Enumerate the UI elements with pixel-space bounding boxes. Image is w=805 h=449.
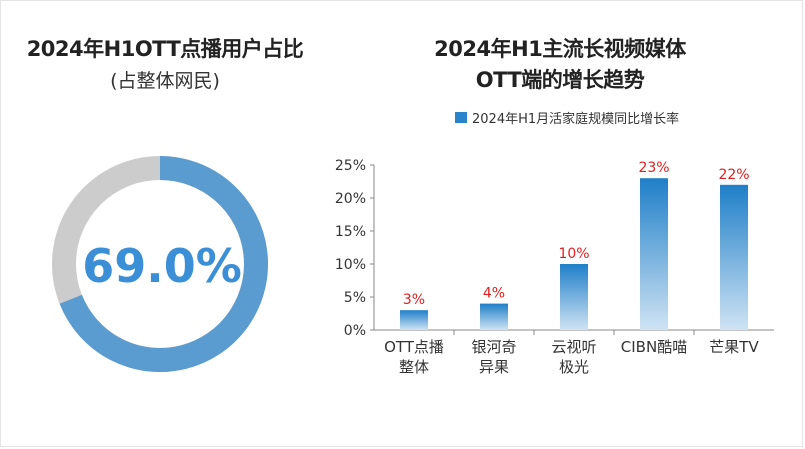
bar <box>480 303 508 330</box>
bar-data-label: 10% <box>558 246 589 262</box>
donut-subtitle: (占整体网民) <box>110 70 220 92</box>
y-tick-label: 20% <box>335 191 366 207</box>
donut-value-label: 69.0% <box>82 239 242 293</box>
bar-chart-title-line-1: 2024年H1主流长视频媒体 <box>434 37 686 61</box>
x-category-label: 银河奇 <box>471 338 516 356</box>
bar <box>400 310 428 330</box>
x-category-label: CIBN酷喵 <box>621 338 687 356</box>
legend-swatch <box>455 112 467 123</box>
x-category-label: 整体 <box>399 358 429 376</box>
donut-value-segment <box>59 156 268 372</box>
bar-chart-title-line-2: OTT端的增长趋势 <box>475 68 645 92</box>
legend: 2024年H1月活家庭规模同比增长率 <box>455 108 679 127</box>
bar <box>640 178 668 330</box>
x-category-label: 异果 <box>479 358 509 376</box>
x-category-label: 极光 <box>559 358 589 376</box>
bar-data-label: 23% <box>638 160 669 176</box>
y-tick-label: 25% <box>335 158 366 174</box>
bar-data-label: 4% <box>483 286 505 302</box>
donut-title: 2024年H1OTT点播用户占比 <box>26 37 304 61</box>
bar <box>720 184 748 330</box>
x-category-label: OTT点播 <box>384 338 444 356</box>
x-category-label: 芒果TV <box>709 338 759 356</box>
x-category-label: 云视听 <box>551 338 596 356</box>
y-tick-label: 15% <box>335 224 366 240</box>
bar-data-label: 22% <box>718 167 749 183</box>
y-tick-label: 10% <box>335 257 366 273</box>
bar-data-label: 3% <box>403 292 425 308</box>
y-tick-label: 0% <box>344 323 366 339</box>
y-tick-label: 5% <box>344 290 366 306</box>
bar <box>560 264 588 330</box>
legend-label: 2024年H1月活家庭规模同比增长率 <box>472 112 680 127</box>
